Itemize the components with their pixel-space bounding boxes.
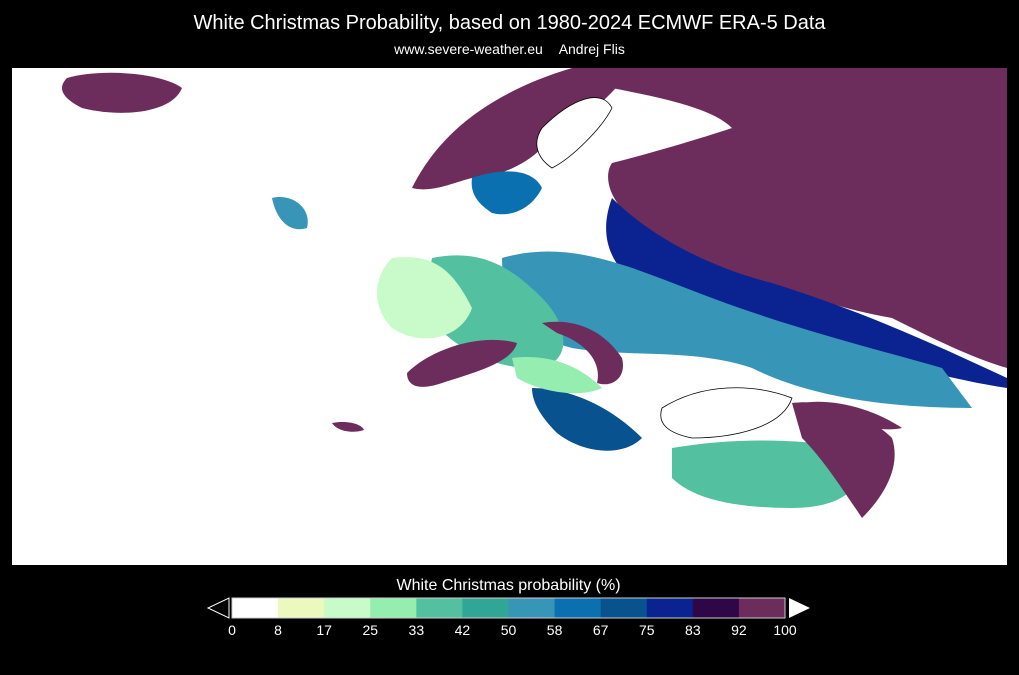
colorbar — [206, 597, 810, 619]
chart-title: White Christmas Probability, based on 19… — [193, 12, 826, 34]
website-credit: www.severe-weather.eu — [394, 41, 543, 57]
region-russia-blue — [606, 198, 1007, 388]
colorbar-tick-label: 0 — [228, 622, 236, 638]
region-south-sweden — [471, 171, 542, 215]
chart-subtitle: www.severe-weather.eu Andrej Flis — [0, 41, 1019, 57]
colorbar-bin — [554, 598, 602, 618]
region-pyrenees — [332, 421, 364, 432]
colorbar-bin — [600, 598, 648, 618]
colorbar-extend-min — [206, 597, 230, 619]
region-russia — [572, 68, 1007, 368]
colorbar-tick-label: 42 — [454, 622, 471, 638]
map-regions — [62, 68, 1007, 518]
region-carpathians — [542, 321, 623, 385]
colorbar-bin — [462, 598, 509, 618]
probability-map — [12, 68, 1007, 565]
black-sea — [660, 387, 793, 439]
colorbar-tick-label: 75 — [638, 622, 655, 638]
region-balkans — [532, 388, 642, 451]
colorbar-tick-label: 100 — [773, 622, 797, 638]
colorbar-tick-label: 33 — [408, 622, 425, 638]
region-scandinavia — [412, 68, 632, 190]
region-turkey — [672, 440, 860, 508]
region-hungary — [512, 357, 602, 394]
colorbar-bin — [232, 598, 279, 618]
colorbar-frame — [231, 597, 786, 619]
colorbar-tick-label: 50 — [500, 622, 517, 638]
colorbar-bin — [738, 598, 786, 618]
author-credit: Andrej Flis — [558, 41, 625, 57]
colorbar-tick-label: 8 — [274, 622, 282, 638]
colorbar-bin — [324, 598, 371, 618]
region-iceland — [62, 72, 182, 113]
colorbar-bin — [370, 598, 417, 618]
colorbar-title: White Christmas probability (%) — [396, 577, 621, 594]
colorbar-tick-label: 83 — [685, 622, 701, 638]
baltic-sea — [536, 97, 613, 169]
colorbar-tick-label: 25 — [362, 622, 379, 638]
colorbar-bin — [278, 598, 325, 618]
region-scotland — [272, 197, 308, 230]
colorbar-bin — [416, 598, 463, 618]
colorbar-extend-max — [789, 598, 810, 618]
colorbar-tick-label: 58 — [546, 622, 563, 638]
colorbar-bin — [646, 598, 694, 618]
colorbar-tick-label: 17 — [316, 622, 332, 638]
region-germany — [377, 257, 472, 339]
region-caucasus — [802, 401, 902, 430]
colorbar-bin — [692, 598, 740, 618]
region-alps — [407, 339, 517, 387]
colorbar-tick-label: 92 — [731, 622, 747, 638]
colorbar-tick-label: 67 — [592, 622, 609, 638]
region-ukraine — [502, 251, 972, 408]
region-east-anatolia — [792, 402, 895, 518]
colorbar-bin — [508, 598, 556, 618]
